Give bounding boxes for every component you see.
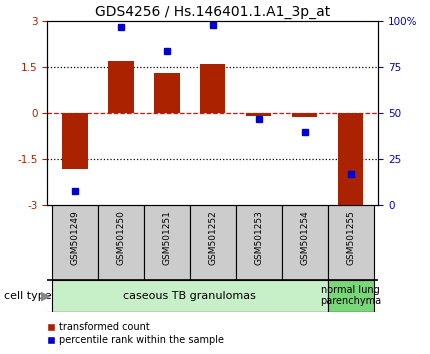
Bar [190, 205, 236, 280]
Text: caseous TB granulomas: caseous TB granulomas [123, 291, 256, 301]
Bar [154, 73, 179, 113]
Bar [98, 205, 144, 280]
Bar [52, 280, 328, 312]
Title: GDS4256 / Hs.146401.1.A1_3p_at: GDS4256 / Hs.146401.1.A1_3p_at [95, 5, 331, 19]
Bar [52, 205, 98, 280]
Bar [246, 113, 271, 116]
Text: GSM501250: GSM501250 [117, 211, 126, 266]
Bar [108, 61, 134, 113]
Text: normal lung
parenchyma: normal lung parenchyma [320, 285, 381, 307]
Bar [292, 113, 317, 117]
Text: GSM501253: GSM501253 [254, 211, 263, 266]
Bar [144, 205, 190, 280]
Bar [328, 280, 374, 312]
Bar [62, 113, 88, 169]
Text: GSM501249: GSM501249 [71, 211, 80, 265]
Text: cell type: cell type [4, 291, 52, 301]
Bar [200, 64, 225, 113]
Bar [282, 205, 328, 280]
Text: ▶: ▶ [41, 289, 50, 302]
Bar [236, 205, 282, 280]
Legend: transformed count, percentile rank within the sample: transformed count, percentile rank withi… [43, 319, 228, 349]
Text: GSM501255: GSM501255 [346, 211, 355, 266]
Text: GSM501254: GSM501254 [300, 211, 309, 265]
Bar [338, 113, 363, 205]
Text: GSM501252: GSM501252 [209, 211, 217, 265]
Text: GSM501251: GSM501251 [163, 211, 172, 266]
Bar [328, 205, 374, 280]
